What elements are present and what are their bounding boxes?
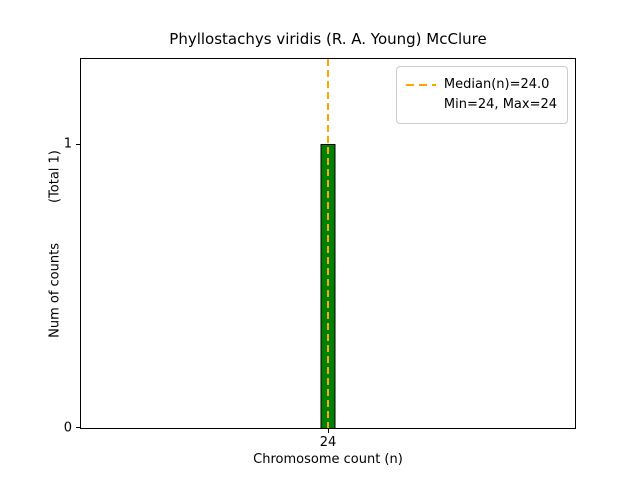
legend-median-label: Median(n)=24.0 [443, 77, 550, 92]
legend-spacer [406, 104, 436, 106]
ytick-label-0: 0 [63, 420, 72, 436]
xtick-mark-24 [328, 428, 329, 433]
xtick-label-24: 24 [319, 435, 337, 450]
x-axis-label: Chromosome count (n) [253, 452, 403, 467]
y-axis-label-text: Num of counts [47, 242, 63, 338]
ytick-mark-1 [76, 144, 81, 146]
median-vline [327, 59, 329, 428]
chart-title: Phyllostachys viridis (R. A. Young) McCl… [169, 30, 487, 48]
legend: Median(n)=24.0 Min=24, Max=24 [395, 66, 568, 124]
legend-entry-minmax: Min=24, Max=24 [406, 95, 557, 115]
y-axis-total-text: (Total 1) [47, 149, 63, 203]
plot-area: 1 0 24 Num of counts (Total 1) Median(n)… [48, 58, 576, 450]
ytick-label-1: 1 [63, 136, 72, 152]
legend-entry-median: Median(n)=24.0 [405, 75, 557, 95]
legend-minmax-label: Min=24, Max=24 [443, 97, 557, 112]
median-line-sample-icon [405, 84, 436, 86]
ytick-mark-0 [76, 427, 81, 428]
y-axis-label: Num of counts (Total 1) [48, 150, 63, 338]
